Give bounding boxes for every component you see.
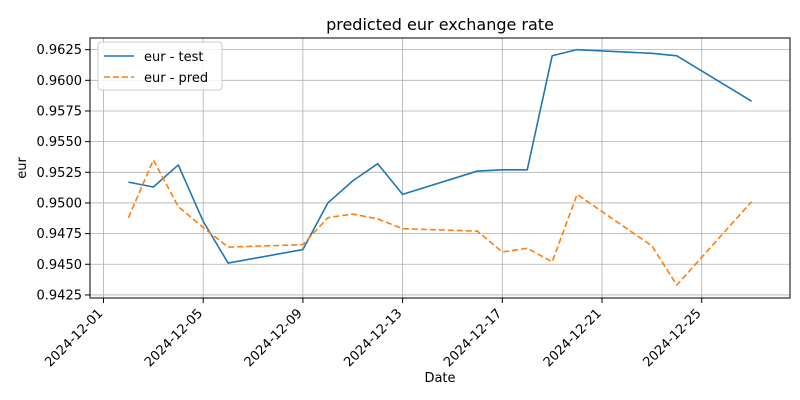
y-tick-label: 0.9425 bbox=[37, 288, 83, 303]
legend-label-eur-test: eur - test bbox=[144, 50, 204, 65]
series-line-eur-pred bbox=[127, 159, 753, 286]
y-tick-label: 0.9525 bbox=[37, 166, 83, 181]
y-axis: 0.9425 0.9450 0.9475 0.9500 0.9525 0.9550 0.95… bbox=[37, 43, 90, 303]
plot-frame bbox=[89, 37, 791, 299]
y-tick-label: 0.9600 bbox=[37, 74, 83, 89]
legend-label-eur-pred: eur - pred bbox=[144, 71, 208, 86]
y-tick-label: 0.9575 bbox=[37, 104, 83, 119]
x-axis-label: Date bbox=[424, 371, 455, 386]
y-tick-label: 0.9550 bbox=[37, 135, 83, 150]
y-tick-label: 0.9475 bbox=[37, 227, 83, 242]
chart-title: predicted eur exchange rate bbox=[326, 15, 554, 34]
y-tick-label: 0.9625 bbox=[37, 43, 83, 58]
series-layer bbox=[127, 48, 753, 286]
legend: eur - test eur - pred bbox=[97, 41, 223, 91]
y-axis-label: eur bbox=[15, 157, 30, 179]
legend-frame bbox=[97, 41, 223, 91]
y-tick-label: 0.9500 bbox=[37, 196, 83, 211]
series-line-eur-test bbox=[128, 48, 752, 264]
grid bbox=[90, 38, 790, 298]
y-tick-label: 0.9450 bbox=[37, 258, 83, 273]
